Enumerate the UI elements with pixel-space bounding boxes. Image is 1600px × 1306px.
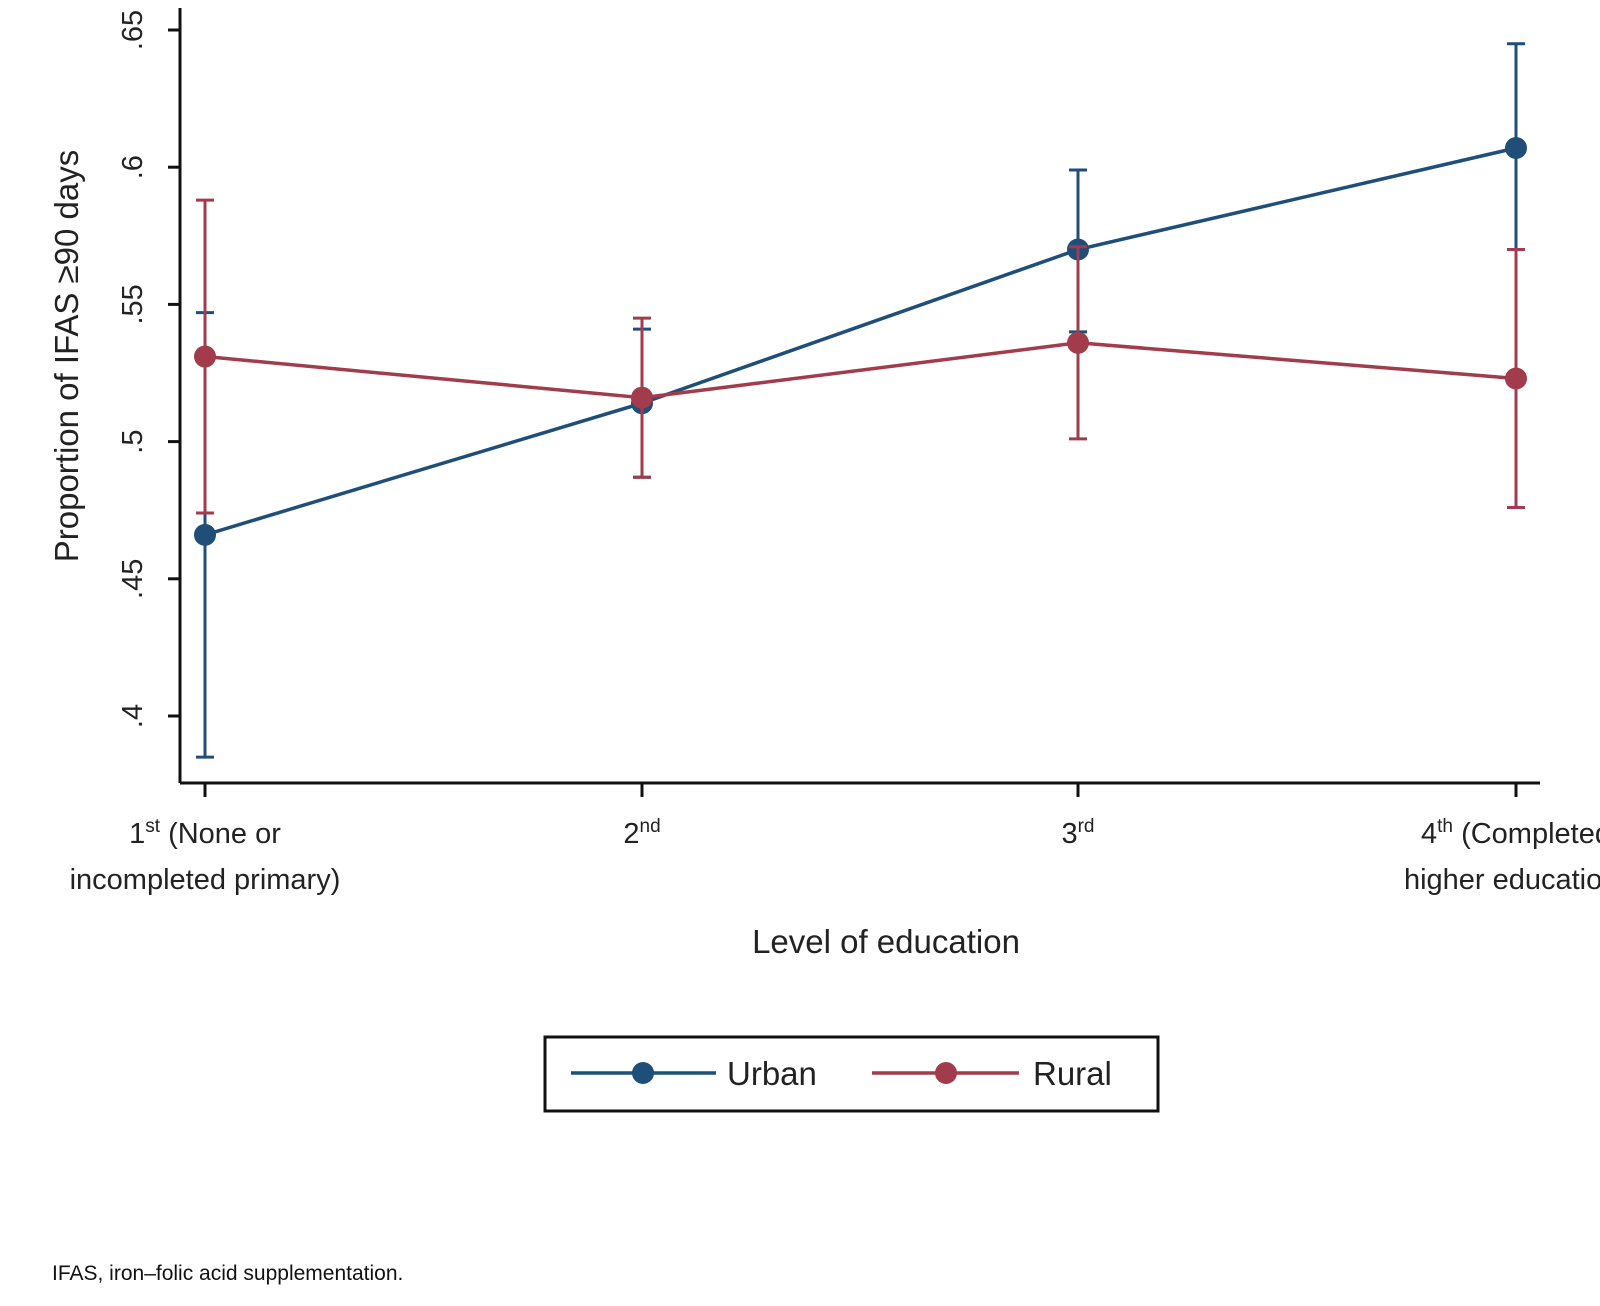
- legend-label-rural: Rural: [1033, 1055, 1112, 1092]
- rural-point: [194, 345, 216, 368]
- y-tick-label: .4: [117, 704, 149, 728]
- urban-line: [204, 146, 1517, 537]
- y-axis-title: Proportion of IFAS ≥90 days: [48, 150, 85, 563]
- rural-point: [1067, 331, 1089, 354]
- y-tick-label: .6: [117, 155, 149, 179]
- axes: .4 .45 .5 .55 .6 .65 Proportion of IFAS ≥90 da…: [48, 8, 1600, 960]
- rural-point: [1505, 367, 1527, 390]
- legend: Urban Rural: [543, 1035, 1160, 1113]
- y-tick-label: .5: [117, 430, 149, 454]
- y-tick-label: .45: [117, 559, 149, 599]
- chart: .4 .45 .5 .55 .6 .65 Proportion of IFAS ≥90 da…: [48, 8, 1600, 1113]
- rural-point: [631, 386, 653, 409]
- series-rural: [194, 198, 1527, 515]
- x-tick-label: 4th (Completed: [1421, 816, 1600, 850]
- x-tick-label-line2: incompleted primary): [70, 864, 341, 896]
- x-tick-label: 2nd: [623, 816, 660, 850]
- urban-point: [194, 523, 216, 546]
- y-tick-label: .65: [117, 10, 149, 50]
- x-axis-title: Level of education: [752, 923, 1020, 960]
- x-tick-label: 1st (None or: [129, 816, 281, 850]
- series-urban: [194, 42, 1527, 759]
- figure: .4 .45 .5 .55 .6 .65 Proportion of IFAS ≥90 da…: [48, 8, 1600, 1113]
- rural-line: [204, 341, 1517, 400]
- urban-point: [1505, 136, 1527, 159]
- series-layer: [194, 42, 1527, 759]
- legend-label-urban: Urban: [727, 1055, 817, 1092]
- legend-marker-urban: [632, 1062, 654, 1084]
- y-tick-label: .55: [117, 284, 149, 324]
- x-tick-label: 3rd: [1061, 816, 1094, 850]
- figure-caption: IFAS, iron–folic acid supplementation.: [52, 1262, 404, 1285]
- legend-marker-rural: [935, 1062, 957, 1084]
- x-tick-label-line2: higher education): [1404, 864, 1600, 896]
